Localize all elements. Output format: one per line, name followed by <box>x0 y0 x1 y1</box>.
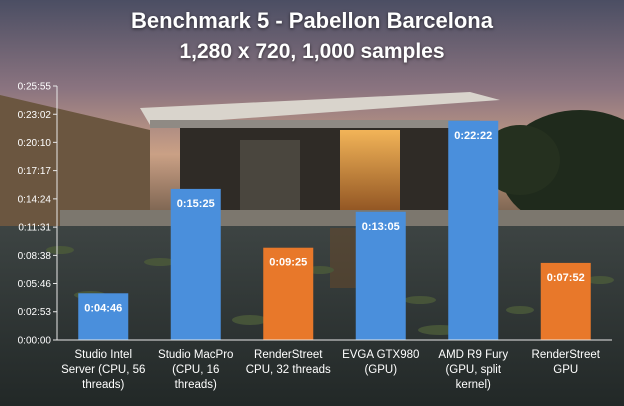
bar <box>263 247 314 340</box>
bar-data-label: 0:09:25 <box>269 257 307 269</box>
bar <box>170 188 221 340</box>
y-tick-label: 0:08:38 <box>18 251 52 262</box>
x-tick-label: RenderStreet CPU, 32 threads <box>246 349 331 376</box>
x-tick-label: RenderStreet GPU <box>532 349 601 376</box>
x-axis: Studio Intel Server (CPU, 56 threads) Studi… <box>57 339 612 391</box>
bar-data-label: 0:04:46 <box>84 302 122 314</box>
trees-right-2 <box>480 125 560 195</box>
bar <box>78 293 129 340</box>
roof-edge <box>150 120 480 128</box>
x-tick-label: Studio MacPro (CPU, 16 threads) <box>158 349 233 391</box>
x-tick-label: EVGA GTX980 (GPU) <box>342 349 419 376</box>
bar-series: 0:04:46 0:15:25 0:09:25 0:13:05 0:22:22 0:07:… <box>78 120 591 340</box>
bar <box>540 262 591 340</box>
bar <box>355 211 406 340</box>
glass-panel <box>240 140 300 210</box>
bar-data-label: 0:13:05 <box>362 221 400 233</box>
y-tick-label: 0:17:17 <box>18 166 52 177</box>
warm-interior <box>340 130 400 218</box>
y-tick-label: 0:23:02 <box>18 110 52 121</box>
y-tick-label: 0:00:00 <box>18 336 52 347</box>
x-tick-label: AMD R9 Fury (GPU, split kernel) <box>438 349 508 391</box>
chart-subtitle: 1,280 x 720, 1,000 samples <box>179 40 445 63</box>
y-tick-label: 0:11:31 <box>18 223 51 234</box>
chart-title: Benchmark 5 - Pabellon Barcelona <box>131 8 493 33</box>
bar <box>448 120 499 340</box>
y-tick-label: 0:02:53 <box>18 307 52 318</box>
pavilion-body <box>180 128 470 220</box>
bar-data-label: 0:22:22 <box>454 130 492 142</box>
y-tick-label: 0:20:10 <box>18 138 52 149</box>
y-tick-label: 0:14:24 <box>18 194 52 205</box>
y-axis: 0:00:00 0:02:53 0:05:46 0:08:38 0:11:31 0:14:… <box>18 82 58 347</box>
y-tick-label: 0:05:46 <box>18 279 52 290</box>
bar-data-label: 0:15:25 <box>177 198 215 210</box>
x-tick-label: Studio Intel Server (CPU, 56 threads) <box>61 349 145 391</box>
pavilion-roof <box>140 92 500 125</box>
y-tick-label: 0:25:55 <box>18 82 52 93</box>
bar-data-label: 0:07:52 <box>547 272 585 284</box>
